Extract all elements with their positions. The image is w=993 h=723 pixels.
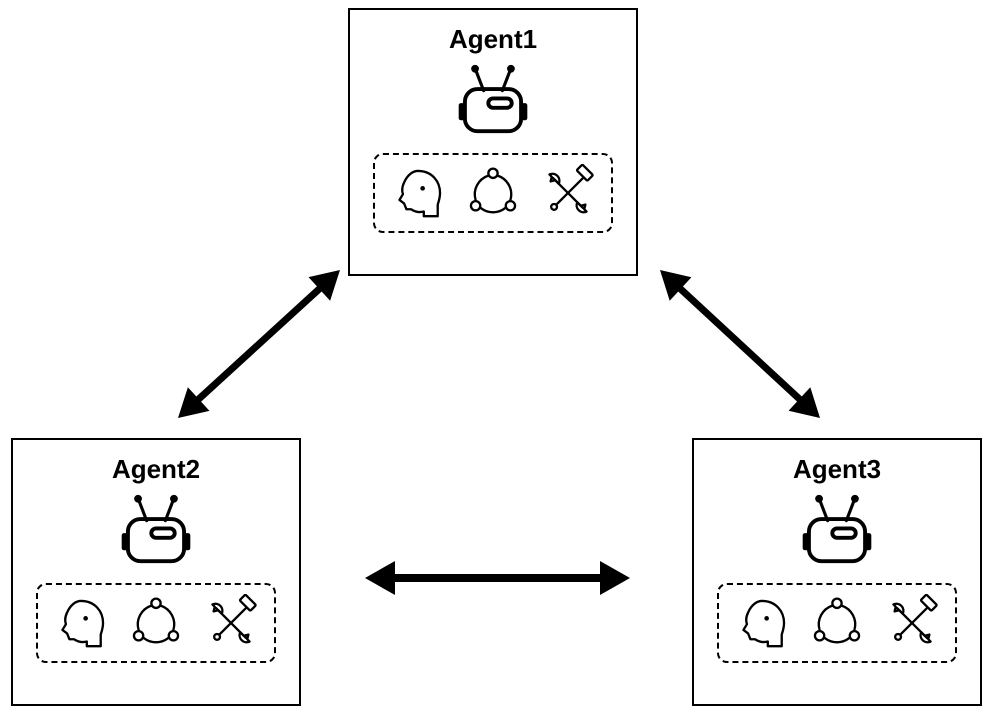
- edges-layer: [0, 0, 993, 723]
- double-arrow: [365, 561, 630, 595]
- double-arrow: [660, 270, 820, 418]
- double-arrow: [178, 270, 340, 418]
